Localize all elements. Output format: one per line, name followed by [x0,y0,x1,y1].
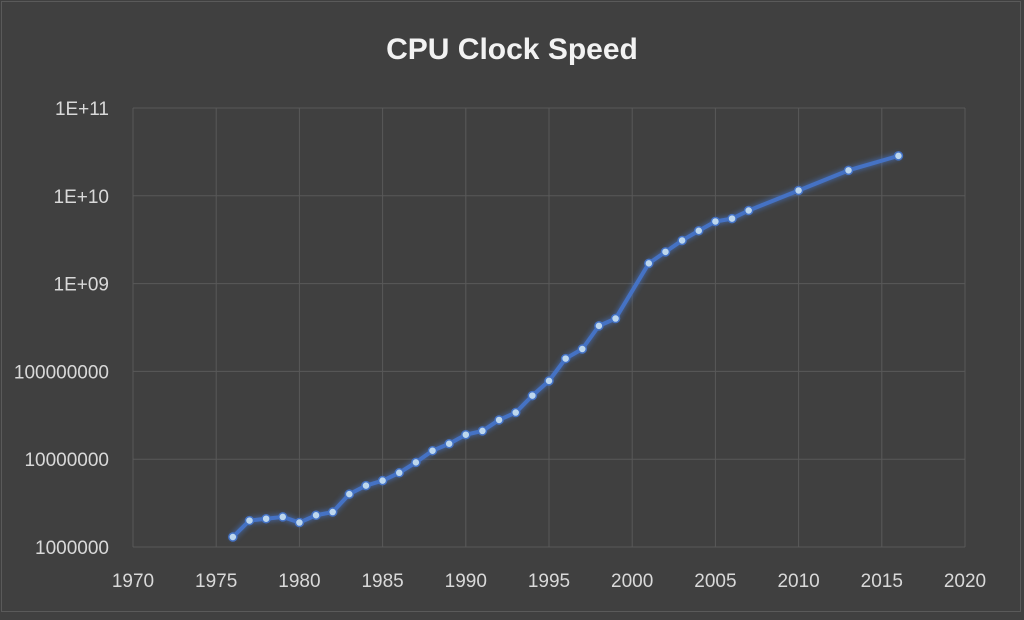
y-tick-label: 1E+10 [54,187,109,208]
x-tick-label: 2015 [861,571,903,592]
data-point [377,475,388,486]
x-axis-ticks: 1970 1975 1980 1985 1990 1995 2000 2005 2010 2015… [112,571,986,592]
data-point [477,426,488,436]
data-point [461,429,471,440]
data-point [244,515,255,526]
data-point [494,415,504,425]
series-line [230,153,901,539]
series-line-layer [230,153,901,539]
data-point [843,165,854,176]
data-point [710,216,721,227]
x-tick-label: 1975 [195,571,237,592]
data-point [527,390,538,401]
data-point [278,512,288,522]
y-tick-label: 1000000 [35,538,109,559]
y-tick-label: 1E+11 [55,99,109,120]
x-tick-label: 1985 [361,571,403,592]
x-tick-label: 2005 [694,571,736,592]
data-points [228,151,904,542]
data-point [344,489,355,499]
data-point [610,313,621,324]
data-point [560,353,571,364]
data-point [594,321,604,331]
data-point [577,344,588,354]
data-point [427,445,438,456]
x-tick-label: 2000 [611,571,653,592]
x-tick-label: 1990 [445,571,487,592]
data-point [327,507,338,517]
data-point [361,480,371,491]
data-point [444,438,454,449]
data-point [893,151,904,161]
data-point [644,258,654,269]
y-tick-label: 100000000 [14,362,109,383]
data-point [743,205,754,216]
data-point [510,407,521,418]
data-point [228,532,238,542]
data-point [294,517,305,528]
data-point [727,213,737,224]
x-tick-label: 2010 [777,571,819,592]
data-point [793,185,804,196]
data-point [694,225,704,236]
x-tick-label: 1970 [112,571,154,592]
y-axis-ticks: 1000000 10000000 100000000 1E+09 1E+10 1E+11 [14,99,109,559]
x-tick-label: 2020 [944,571,986,592]
data-point [411,457,421,468]
chart-title: CPU Clock Speed [386,33,638,66]
grid [132,107,966,548]
data-point [544,376,554,386]
y-tick-label: 10000000 [24,450,109,471]
data-point [677,235,687,246]
data-point [261,513,271,524]
data-point [311,510,321,520]
x-tick-label: 1995 [528,571,570,592]
data-point [394,468,404,478]
y-tick-label: 1E+09 [54,275,109,296]
x-tick-label: 1980 [278,571,320,592]
data-point [660,247,671,257]
